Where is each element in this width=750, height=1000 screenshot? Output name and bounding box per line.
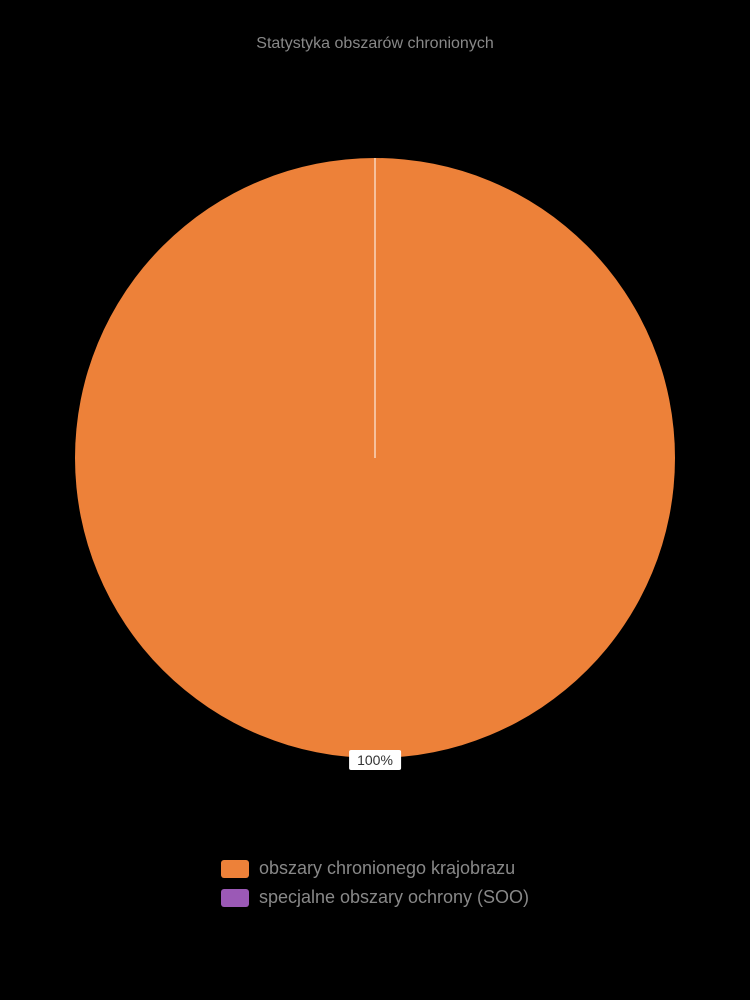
chart-legend: obszary chronionego krajobrazu specjalne… [221, 858, 529, 908]
pie-percent-label: 100% [349, 750, 401, 770]
pie-chart [75, 158, 675, 758]
pie-chart-container: 100% [75, 158, 675, 758]
legend-item: obszary chronionego krajobrazu [221, 858, 515, 879]
legend-label: obszary chronionego krajobrazu [259, 858, 515, 879]
legend-swatch [221, 889, 249, 907]
legend-label: specjalne obszary ochrony (SOO) [259, 887, 529, 908]
legend-swatch [221, 860, 249, 878]
chart-title: Statystyka obszarów chronionych [256, 35, 493, 53]
legend-item: specjalne obszary ochrony (SOO) [221, 887, 529, 908]
